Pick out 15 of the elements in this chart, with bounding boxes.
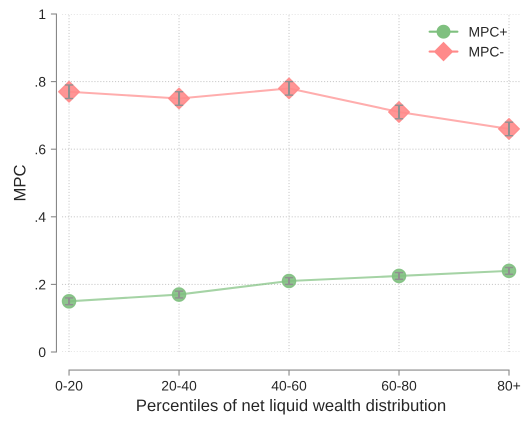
x-tick-label: 40-60 (272, 380, 306, 391)
x-tick-label: 60-80 (382, 380, 416, 391)
y-tick-label: .8 (36, 76, 46, 87)
y-tick-label: .4 (36, 212, 46, 222)
x-tick-label: 20-40 (162, 380, 196, 391)
y-tick-label: .6 (36, 144, 46, 154)
y-tick-label: 1 (39, 9, 46, 20)
y-axis-title: MPC (14, 165, 26, 200)
y-tick-label: .2 (36, 280, 46, 290)
x-tick-label: 0-20 (56, 380, 82, 391)
legend-label: MPC+ (470, 26, 507, 37)
y-tick-label: 0 (38, 347, 46, 358)
x-tick-label: 80+ (498, 380, 520, 391)
legend-label: MPC- (470, 46, 504, 57)
x-axis-title: Percentiles of net liquid wealth distribution (137, 398, 446, 415)
